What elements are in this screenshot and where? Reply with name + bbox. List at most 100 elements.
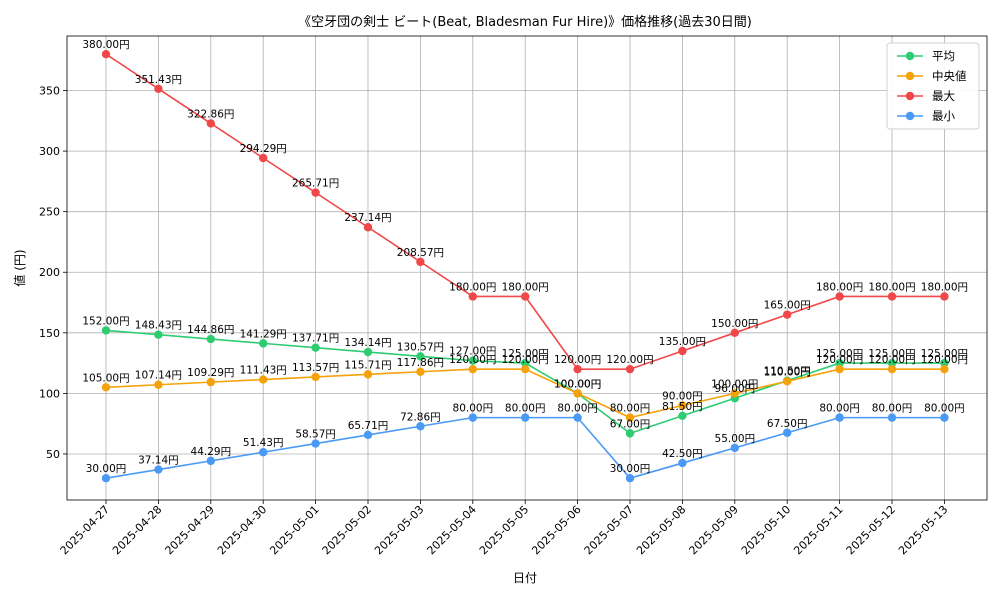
data-point [206,377,215,387]
data-point [101,383,111,392]
data-label: 180.00円 [449,281,496,293]
x-tick-label: 2025-05-08 [634,503,688,557]
data-label: 294.29円 [240,143,287,155]
data-label: 113.57円 [292,362,339,374]
y-tick-label: 200 [39,266,60,279]
data-point [678,458,687,468]
data-label: 125.00円 [816,348,863,360]
data-point [887,358,897,368]
data-label: 110.50円 [764,366,811,378]
data-point [678,346,687,356]
data-point [154,380,163,389]
x-tick-label: 2025-05-01 [267,503,321,557]
data-label: 120.00円 [868,354,915,366]
x-tick-label: 2025-05-10 [739,503,793,557]
data-point [625,429,635,438]
data-point [940,364,949,374]
data-point [678,401,687,410]
legend-marker [905,111,915,121]
y-tick-label: 350 [39,85,60,98]
data-point [940,358,949,368]
data-label: 125.00円 [921,348,968,360]
data-label: 115.71円 [344,359,391,371]
data-point [363,430,373,440]
y-tick-label: 250 [39,206,60,219]
legend-label: 最小 [932,109,955,123]
data-point [730,328,739,338]
data-label: 80.00円 [557,403,598,415]
data-label: 90.00円 [662,391,703,403]
data-label: 117.86円 [397,357,444,369]
data-label: 58.57円 [295,429,336,441]
grid [67,36,987,500]
data-label: 107.14円 [135,370,182,382]
data-point [887,292,897,301]
data-point [835,413,844,422]
data-label: 165.00円 [764,300,811,312]
data-point [416,352,425,361]
data-label: 120.00円 [921,354,968,366]
data-label: 120.00円 [502,354,549,366]
data-point [259,375,268,384]
data-point [363,370,373,379]
data-point [521,413,530,422]
x-tick-label: 2025-05-02 [320,503,374,557]
y-tick-label: 300 [39,145,60,158]
plot-frame [66,35,988,501]
data-label: 120.00円 [816,354,863,366]
data-label: 322.86円 [187,108,234,120]
data-point [259,339,268,348]
data-point [573,364,582,374]
data-label: 148.43円 [135,320,182,332]
data-label: 180.00円 [816,281,863,293]
legend-marker [905,51,915,61]
series-中央値 [101,364,949,422]
data-point [311,439,320,448]
data-point [416,367,425,376]
x-tick-label: 2025-04-30 [215,503,269,557]
data-label: 110.00円 [764,366,811,378]
data-label: 351.43円 [135,74,182,86]
data-label: 67.00円 [610,418,651,430]
y-axis-label: 値 (円) [12,249,27,286]
data-point [573,389,582,398]
data-point [311,188,320,197]
data-label: 127.00円 [449,346,496,358]
x-tick-label: 2025-05-04 [425,503,479,557]
series-layer [101,49,949,483]
series-最大 [101,49,949,374]
data-point [521,364,530,374]
data-point [259,153,268,163]
y-tick-label: 50 [46,448,60,461]
data-label: 80.00円 [924,403,965,415]
x-tick-label: 2025-05-12 [844,503,898,557]
data-label: 150.00円 [711,318,758,330]
series-最小 [101,413,949,483]
data-label: 180.00円 [502,281,549,293]
data-point [101,473,111,483]
data-point [835,292,844,301]
data-label: 80.00円 [453,403,494,415]
data-point [521,358,530,368]
data-point [206,119,215,128]
data-point [311,372,320,382]
data-label: 152.00円 [82,315,129,327]
data-label: 141.29円 [240,328,287,340]
data-label: 380.00円 [82,39,129,51]
data-point [783,310,792,319]
data-labels: 152.00円 148.43円 144.86円 141.29円 137.71円 134.1… [82,39,968,475]
data-point [783,377,792,386]
data-point [363,347,373,357]
x-tick-label: 2025-05-03 [372,503,426,557]
data-label: 96.00円 [715,383,756,395]
data-point [206,456,215,466]
data-point [468,356,477,365]
data-label: 100.00円 [711,378,758,390]
data-label: 125.00円 [868,348,915,360]
data-label: 120.00円 [606,354,653,366]
data-label: 30.00円 [86,463,127,475]
data-point [625,473,635,483]
data-point [416,257,425,267]
legend-item: 最小 [897,109,955,123]
legend-marker [905,91,915,101]
